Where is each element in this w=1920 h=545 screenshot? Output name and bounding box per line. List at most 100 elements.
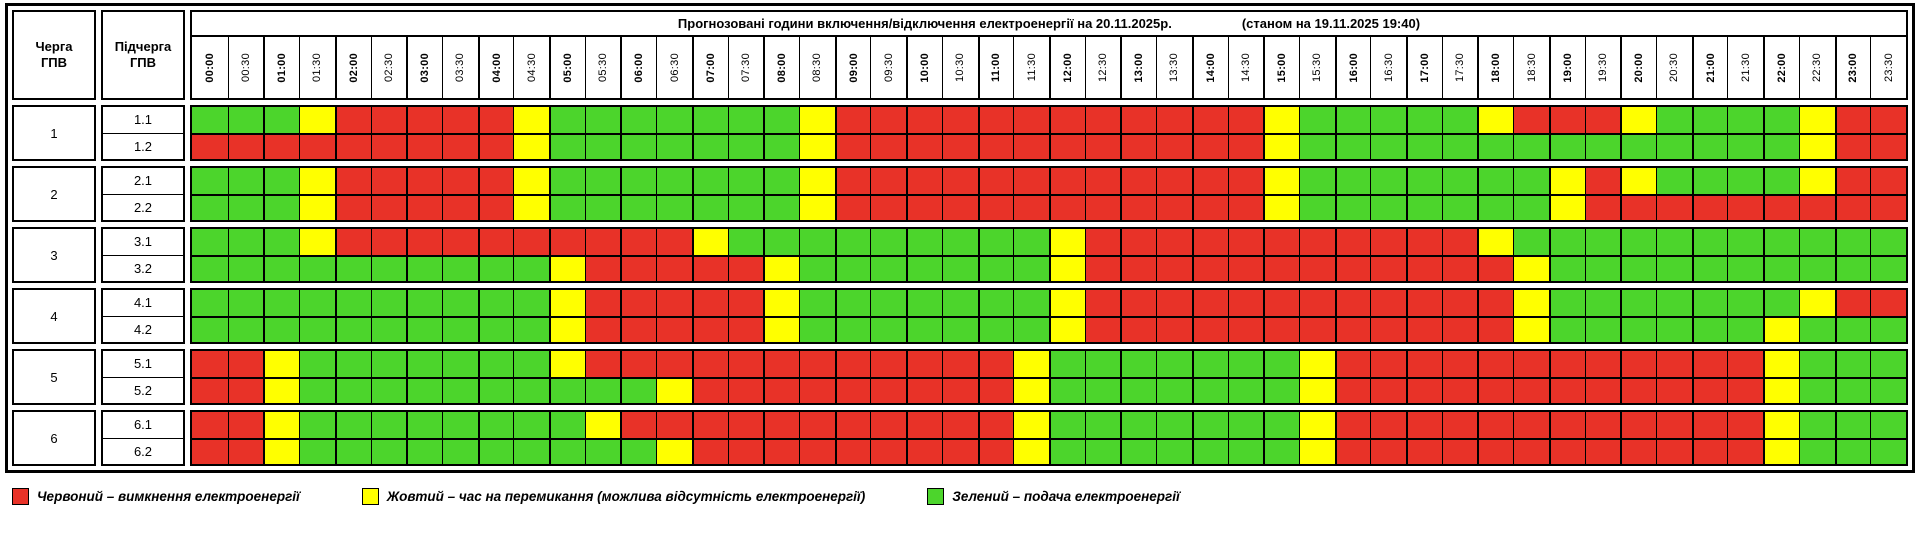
schedule-cell — [1406, 229, 1442, 255]
schedule-cell — [763, 316, 800, 342]
time-label: 19:30 — [1584, 37, 1621, 98]
schedule-cell — [656, 290, 692, 316]
schedule-cell — [1120, 107, 1157, 133]
schedule-cell — [1870, 316, 1906, 342]
schedule-cell — [441, 438, 478, 464]
queue-group-5: 5 5.1 5.2 — [12, 349, 1908, 405]
schedule-cell — [1120, 316, 1157, 342]
schedule-cell — [1656, 194, 1692, 220]
time-label: 12:00 — [1048, 37, 1085, 98]
schedule-cell — [477, 377, 514, 403]
schedule-cell — [513, 255, 550, 281]
schedule-cell — [1727, 168, 1764, 194]
schedule-cell — [263, 168, 300, 194]
schedule-cell — [941, 194, 978, 220]
schedule-cell — [1334, 194, 1371, 220]
schedule-cell — [620, 168, 657, 194]
schedule-cell — [406, 133, 442, 159]
schedule-cell — [1656, 107, 1692, 133]
schedule-cell — [656, 255, 692, 281]
schedule-cell — [1406, 194, 1442, 220]
schedule-cell — [192, 255, 228, 281]
schedule-cell — [1441, 351, 1478, 377]
schedule-cell — [263, 133, 300, 159]
schedule-cell — [477, 316, 514, 342]
schedule-cell — [1477, 133, 1514, 159]
schedule-cell — [1798, 133, 1835, 159]
schedule-cell — [1441, 133, 1478, 159]
schedule-cell — [1513, 377, 1549, 403]
schedule-cell — [906, 194, 942, 220]
schedule-cell — [1406, 133, 1442, 159]
subqueue-label: 6.2 — [103, 437, 183, 465]
schedule-cell — [334, 351, 371, 377]
time-header-box: Прогнозовані години включення/відключенн… — [190, 10, 1908, 100]
schedule-cell — [763, 377, 800, 403]
schedule-cell — [1727, 438, 1764, 464]
queue-group-4: 4 4.1 4.2 — [12, 288, 1908, 344]
schedule-cell — [870, 412, 907, 438]
schedule-cell — [1263, 168, 1299, 194]
legend: Червоний – вимкнення електроенергії Жовт… — [12, 488, 1920, 505]
schedule-cell — [691, 377, 728, 403]
schedule-cell — [1263, 133, 1299, 159]
schedule-cell — [1798, 290, 1835, 316]
schedule-grid — [190, 105, 1908, 161]
schedule-cell — [691, 229, 728, 255]
schedule-cell — [549, 255, 585, 281]
time-label: 17:30 — [1441, 37, 1478, 98]
schedule-cell — [1227, 290, 1264, 316]
schedule-cell — [1763, 194, 1799, 220]
schedule-cell — [1370, 168, 1407, 194]
schedule-cell — [799, 377, 835, 403]
schedule-cell — [977, 412, 1014, 438]
schedule-cell — [870, 255, 907, 281]
subqueue-label: 3.2 — [103, 254, 183, 282]
schedule-cell — [1477, 351, 1514, 377]
time-label: 03:00 — [406, 37, 442, 98]
schedule-cell — [656, 351, 692, 377]
subqueue-label: 3.1 — [133, 234, 153, 250]
schedule-cell — [1548, 290, 1585, 316]
schedule-cell — [941, 229, 978, 255]
schedule-cell — [1477, 377, 1514, 403]
schedule-cell — [1727, 133, 1764, 159]
schedule-cell — [1227, 351, 1264, 377]
schedule-cell — [1763, 290, 1799, 316]
schedule-cell — [834, 133, 871, 159]
schedule-cell — [691, 168, 728, 194]
schedule-cell — [1013, 194, 1049, 220]
schedule-cell — [227, 255, 264, 281]
time-label: 10:30 — [941, 37, 978, 98]
schedule-cell — [1120, 351, 1157, 377]
schedule-cell — [1370, 412, 1407, 438]
schedule-cell — [1334, 133, 1371, 159]
schedule-cell — [1441, 316, 1478, 342]
schedule-cell — [1548, 107, 1585, 133]
schedule-cell — [977, 168, 1014, 194]
schedule-cell — [1263, 438, 1299, 464]
schedule-cell — [870, 377, 907, 403]
schedule-cell — [1406, 107, 1442, 133]
schedule-cell — [1798, 255, 1835, 281]
schedule-cell — [299, 351, 335, 377]
schedule-cell — [1834, 229, 1871, 255]
schedule-cell — [691, 290, 728, 316]
schedule-cell — [549, 229, 585, 255]
title-as-of: (станом на 19.11.2025 19:40) — [1241, 16, 1421, 31]
schedule-cell — [1548, 194, 1585, 220]
schedule-cell — [1191, 377, 1228, 403]
schedule-cell — [1156, 438, 1192, 464]
schedule-cell — [513, 168, 550, 194]
schedule-cell — [1727, 412, 1764, 438]
schedule-cell — [941, 412, 978, 438]
schedule-cell — [870, 351, 907, 377]
schedule-cell — [691, 438, 728, 464]
schedule-cell — [1727, 194, 1764, 220]
schedule-cell — [263, 316, 300, 342]
queue-group-2: 2 2.1 2.2 — [12, 166, 1908, 222]
schedule-cell — [1084, 290, 1121, 316]
schedule-cell — [299, 316, 335, 342]
schedule-cell — [1298, 168, 1335, 194]
schedule-cell — [584, 290, 621, 316]
